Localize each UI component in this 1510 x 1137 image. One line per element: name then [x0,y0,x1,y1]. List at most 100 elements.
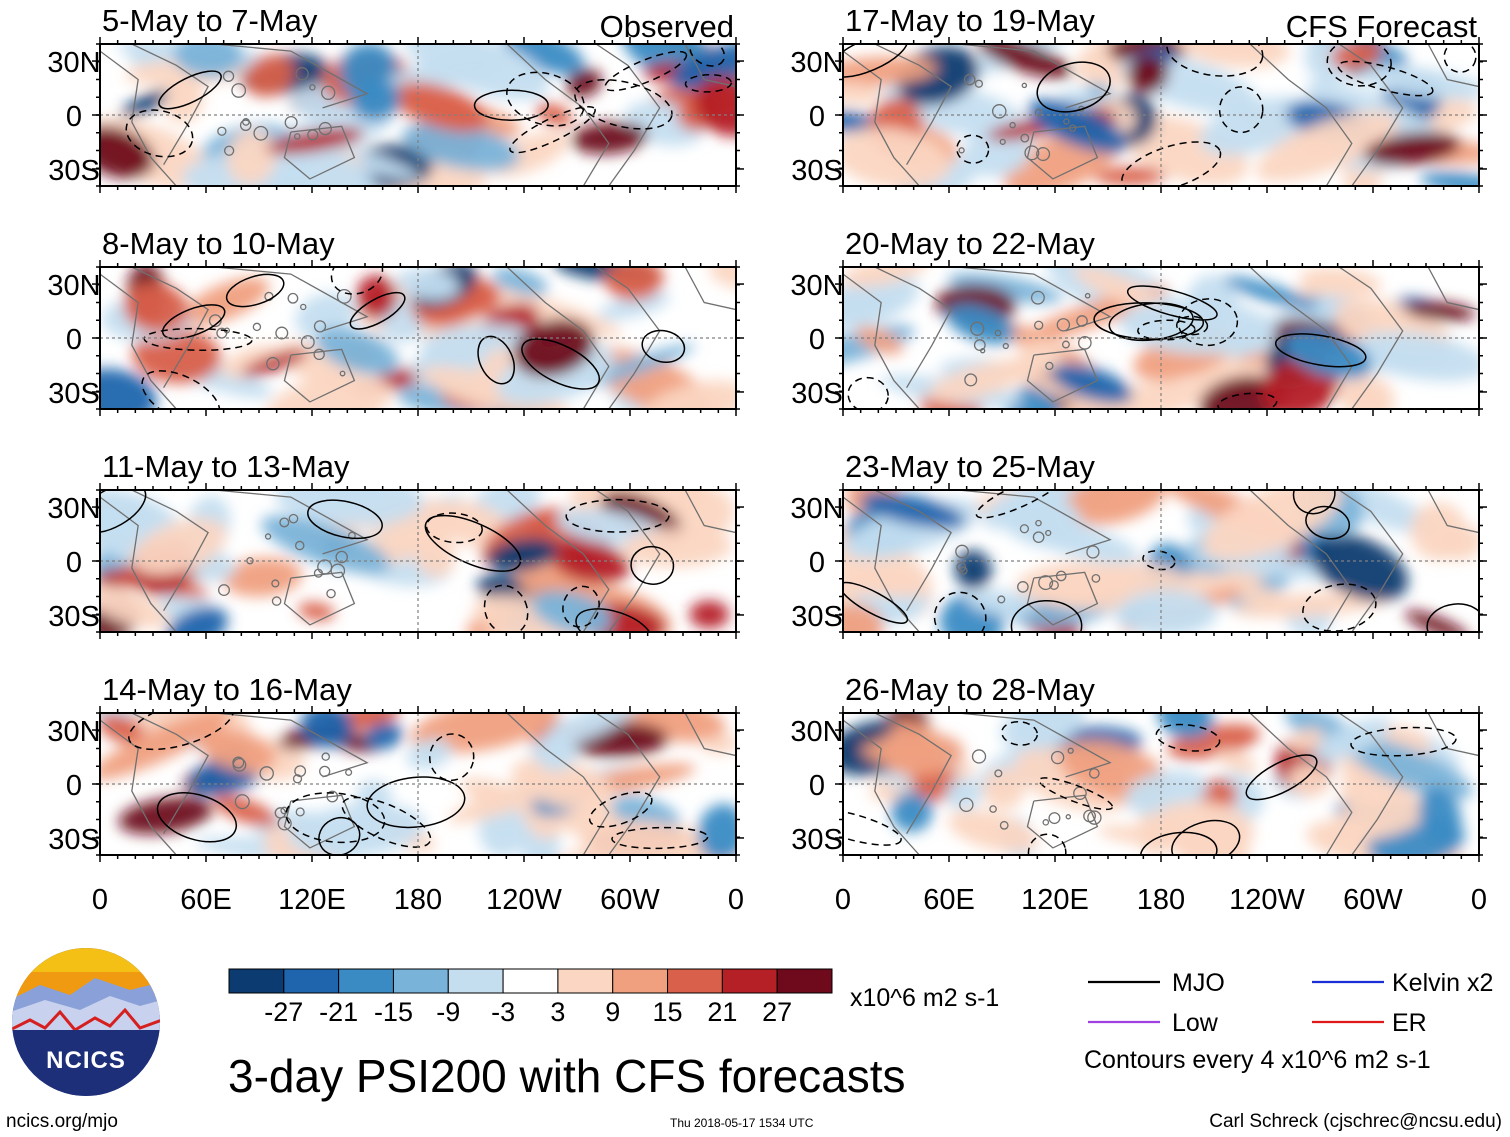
y-tick-label: 30N [47,493,100,525]
coastlines [843,713,1479,855]
coastlines [843,267,1479,409]
y-tick-label: 30S [48,155,100,187]
y-tick-label: 0 [809,101,825,133]
legend-label-kelvin: Kelvin x2 [1392,969,1493,997]
y-tick-label: 30N [790,493,843,525]
coastlines [100,267,736,409]
colorbar-label: 15 [653,997,683,1027]
x-tick-label: 60E [923,884,975,916]
colorbar-swatch [228,968,285,994]
colorbar-swatch [392,968,449,994]
colorbar-label: -15 [374,997,413,1027]
x-tick-label: 0 [835,884,851,916]
colorbar-label: -9 [436,997,460,1027]
ticks [92,37,744,193]
panel-title: 11-May to 13-May [102,449,350,484]
psi-field [843,44,1479,186]
colorbar-label: -21 [319,997,358,1027]
coastlines [843,490,1479,632]
y-tick-label: 30N [790,270,843,302]
panel-title: 14-May to 16-May [102,672,352,707]
legend-label-low: Low [1172,1009,1219,1037]
y-tick-label: 30S [48,601,100,633]
panel-title: 23-May to 25-May [845,449,1095,484]
colorbar-swatch [338,968,394,994]
panel-1: 5-May to 7-May Observed 30N 0 30S [47,3,744,193]
x-tick-label: 120E [278,884,346,916]
ticks [92,483,744,639]
mjo-contours [128,713,709,855]
ticks [835,483,1487,639]
panel-5: 17-May to 19-May CFS Forecast 30N 0 30S [790,3,1487,193]
footer-timestamp: Thu 2018-05-17 1534 UTC [670,1116,814,1130]
ticks [835,37,1487,193]
colorbar-label: -27 [264,997,303,1027]
y-tick-label: 0 [809,324,825,356]
x-tick-label: 120W [486,884,562,916]
y-tick-label: 30N [790,47,843,79]
mjo-contours [125,44,733,158]
psi-field [100,490,736,632]
x-tick-label: 0 [92,884,108,916]
coastlines [100,490,736,632]
colorbar-label: 9 [605,997,620,1027]
colorbar-label: 3 [550,997,565,1027]
ticks [92,260,744,416]
panel-title: 5-May to 7-May [102,3,318,38]
panel-title: 8-May to 10-May [102,226,335,261]
y-tick-label: 30N [790,716,843,748]
colorbar-label: -3 [491,997,515,1027]
colorbar-swatch [283,968,340,994]
x-tick-label: 120E [1021,884,1089,916]
colorbar-swatch [557,968,614,994]
colorbar-label: 27 [762,997,792,1027]
y-tick-label: 0 [66,770,82,802]
colorbar-swatch [447,968,504,994]
y-tick-label: 30S [48,378,100,410]
psi-field [100,44,736,186]
contour-note: Contours every 4 x10^6 m2 s-1 [1084,1046,1431,1074]
x-tick-label: 180 [394,884,442,916]
y-tick-label: 0 [809,547,825,579]
logo-text: NCICS [46,1047,126,1074]
colorbar-swatch [776,968,833,994]
x-tick-label: 180 [1137,884,1185,916]
coastlines [843,44,1479,186]
psi-field [843,490,1479,632]
ticks [92,706,744,862]
y-tick-label: 30N [47,270,100,302]
x-tick-label: 60W [1343,884,1403,916]
footer-url[interactable]: ncics.org/mjo [6,1111,118,1132]
x-tick-label: 0 [1471,884,1487,916]
psi-field [843,713,1479,855]
colorbar-units: x10^6 m2 s-1 [850,984,999,1012]
ticks [835,706,1487,862]
y-tick-label: 30N [47,716,100,748]
y-tick-label: 0 [809,770,825,802]
x-tick-label: 120W [1229,884,1305,916]
column-label: CFS Forecast [1286,9,1478,44]
psi-field [100,713,736,855]
x-tick-label: 0 [728,884,744,916]
coastlines [100,713,736,855]
psi-field [843,267,1479,409]
legend-label-er: ER [1392,1009,1427,1037]
mjo-contours [843,490,1479,632]
coastlines [100,44,736,186]
y-tick-label: 0 [66,324,82,356]
panel-title: 20-May to 22-May [845,226,1095,261]
y-tick-label: 30N [47,47,100,79]
panel-title: 17-May to 19-May [845,3,1095,38]
psi-field [100,267,736,409]
colorbar-swatch [502,968,559,994]
colorbar-swatch [667,968,723,994]
y-tick-label: 0 [66,101,82,133]
footer-credit: Carl Schreck (cjschrec@ncsu.edu) [1209,1111,1502,1132]
chart-title: 3-day PSI200 with CFS forecasts [228,1050,906,1102]
y-tick-label: 30S [791,824,843,856]
